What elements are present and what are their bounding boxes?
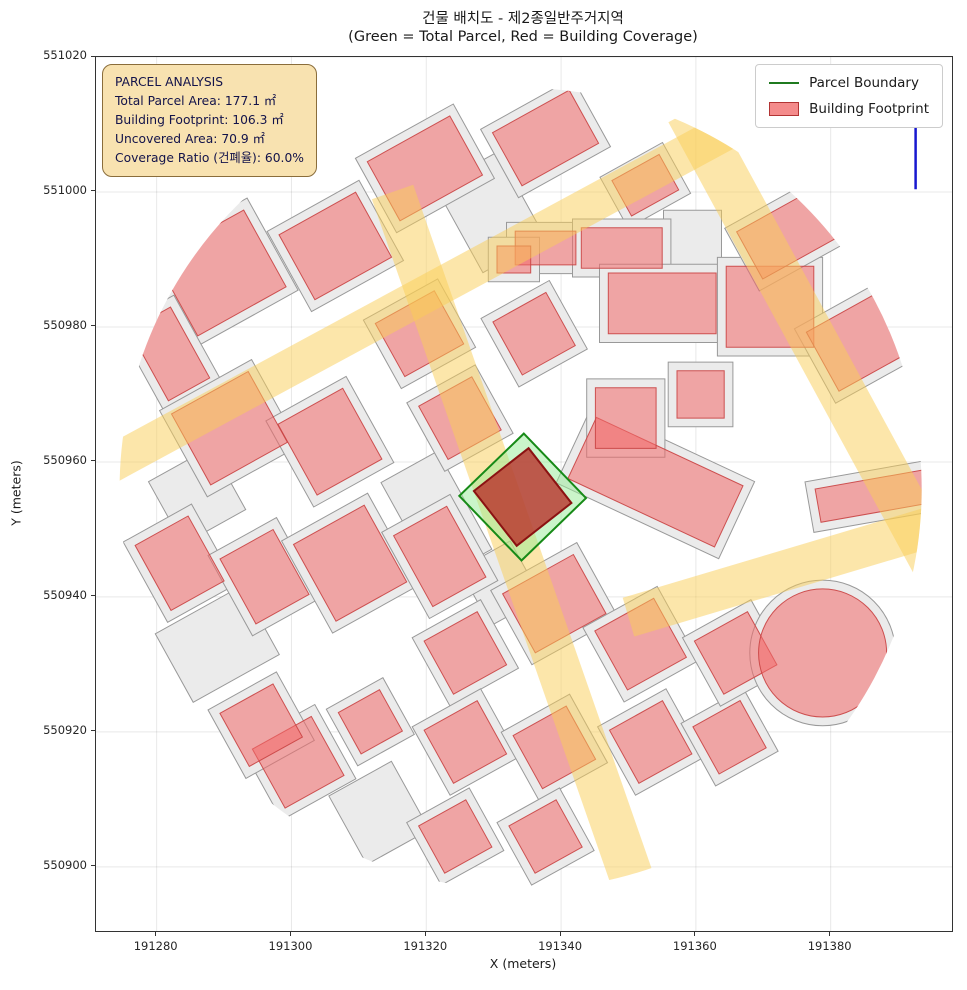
building-polygon bbox=[392, 505, 487, 608]
x-tick-mark bbox=[559, 932, 561, 936]
x-tick-mark bbox=[829, 932, 831, 936]
legend: Parcel Boundary Building Footprint bbox=[755, 64, 943, 128]
building-circle bbox=[758, 588, 888, 718]
total-parcel-area: Total Parcel Area: 177.1 ㎡ bbox=[115, 94, 277, 108]
plot-area: PARCEL ANALYSIS Total Parcel Area: 177.1… bbox=[95, 56, 953, 932]
y-tick-mark bbox=[91, 55, 95, 57]
y-tick-mark bbox=[91, 865, 95, 867]
road-band bbox=[668, 99, 922, 582]
chart-subtitle: (Green = Total Parcel, Red = Building Co… bbox=[348, 29, 698, 45]
road-band bbox=[622, 503, 922, 637]
parcel-polygon bbox=[328, 760, 430, 866]
building-polygon bbox=[292, 504, 408, 622]
parcel-analysis-box: PARCEL ANALYSIS Total Parcel Area: 177.1… bbox=[102, 64, 317, 177]
y-axis-label: Y (meters) bbox=[8, 460, 24, 526]
x-tick-label: 191340 bbox=[538, 939, 583, 953]
y-tick-mark bbox=[91, 325, 95, 327]
building-polygon bbox=[219, 528, 310, 625]
building-polygon bbox=[692, 699, 767, 775]
building-polygon bbox=[607, 272, 717, 335]
green-line-swatch bbox=[769, 82, 800, 84]
building-polygon bbox=[277, 387, 383, 496]
building-polygon bbox=[693, 611, 778, 695]
building-polygon bbox=[580, 227, 663, 269]
uncovered-area: Uncovered Area: 70.9 ㎡ bbox=[115, 132, 265, 146]
building-polygon bbox=[423, 700, 508, 784]
y-tick-mark bbox=[91, 190, 95, 192]
x-tick-label: 191280 bbox=[133, 939, 178, 953]
x-tick-mark bbox=[289, 932, 291, 936]
building-footprint-area: Building Footprint: 106.3 ㎡ bbox=[115, 113, 284, 127]
y-tick-label: 550940 bbox=[43, 587, 87, 602]
building-polygon bbox=[608, 700, 693, 784]
y-tick-label: 550980 bbox=[43, 317, 87, 332]
x-tick-label: 191380 bbox=[807, 939, 852, 953]
x-tick-mark bbox=[155, 932, 157, 936]
building-polygon bbox=[567, 416, 744, 548]
x-tick-mark bbox=[694, 932, 696, 936]
y-tick-mark bbox=[91, 730, 95, 732]
x-tick-label: 191300 bbox=[268, 939, 313, 953]
building-polygon bbox=[417, 799, 493, 874]
legend-item-building-footprint: Building Footprint bbox=[769, 101, 929, 117]
y-tick-mark bbox=[91, 595, 95, 597]
building-polygon bbox=[676, 370, 725, 419]
x-tick-mark bbox=[424, 932, 426, 936]
coverage-ratio: Coverage Ratio (건폐율): 60.0% bbox=[115, 151, 304, 165]
y-tick-label: 550900 bbox=[43, 857, 87, 872]
legend-label-building-footprint: Building Footprint bbox=[809, 101, 929, 117]
building-polygon bbox=[423, 611, 508, 695]
y-tick-label: 550920 bbox=[43, 722, 87, 737]
red-patch-swatch bbox=[769, 102, 800, 116]
building-polygon bbox=[594, 387, 657, 449]
building-polygon bbox=[492, 291, 576, 376]
chart-title: 건물 배치도 - 제2종일반주거지역 bbox=[422, 11, 624, 27]
x-tick-label: 191360 bbox=[672, 939, 717, 953]
building-polygon bbox=[134, 515, 225, 612]
building-polygon bbox=[508, 799, 583, 874]
building-polygon bbox=[219, 683, 304, 768]
y-tick-label: 550960 bbox=[43, 452, 87, 467]
building-polygon bbox=[337, 689, 404, 755]
y-tick-label: 551000 bbox=[43, 182, 87, 197]
y-tick-label: 551020 bbox=[43, 48, 87, 62]
highlight-building-footprint bbox=[472, 446, 573, 548]
map-canvas bbox=[96, 57, 952, 931]
parcel-analysis-title: PARCEL ANALYSIS bbox=[115, 75, 224, 89]
x-tick-label: 191320 bbox=[403, 939, 448, 953]
building-polygon bbox=[278, 191, 393, 301]
legend-label-parcel-boundary: Parcel Boundary bbox=[809, 75, 919, 91]
x-axis-label: X (meters) bbox=[489, 956, 557, 971]
basemap-layer bbox=[119, 87, 922, 890]
y-tick-mark bbox=[91, 460, 95, 462]
legend-item-parcel-boundary: Parcel Boundary bbox=[769, 75, 929, 91]
